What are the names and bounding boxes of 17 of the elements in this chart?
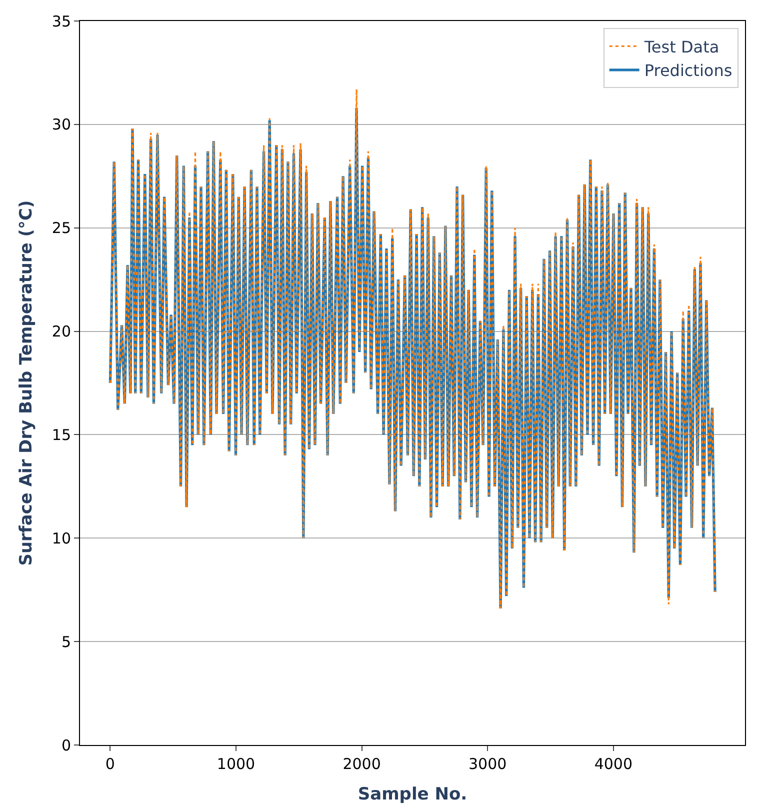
y-tick-label: 30 bbox=[52, 116, 71, 134]
legend-label: Test Data bbox=[643, 37, 720, 56]
x-tick-label: 2000 bbox=[342, 755, 381, 773]
y-tick-label: 0 bbox=[61, 736, 71, 754]
legend-label: Predictions bbox=[644, 61, 732, 80]
y-tick-label: 15 bbox=[52, 426, 71, 444]
y-tick-label: 25 bbox=[52, 219, 71, 238]
y-axis-title: Surface Air Dry Bulb Temperature (°C) bbox=[16, 200, 36, 566]
x-tick-label: 1000 bbox=[216, 755, 256, 773]
x-tick-label: 4000 bbox=[594, 755, 633, 773]
y-tick-label: 35 bbox=[52, 12, 71, 30]
x-tick-label: 0 bbox=[105, 755, 115, 773]
x-axis-title: Sample No. bbox=[358, 784, 468, 804]
y-tick-label: 20 bbox=[52, 322, 71, 341]
y-tick-label: 10 bbox=[52, 529, 71, 548]
x-tick-label: 3000 bbox=[468, 755, 507, 773]
y-tick-label: 5 bbox=[61, 632, 71, 651]
